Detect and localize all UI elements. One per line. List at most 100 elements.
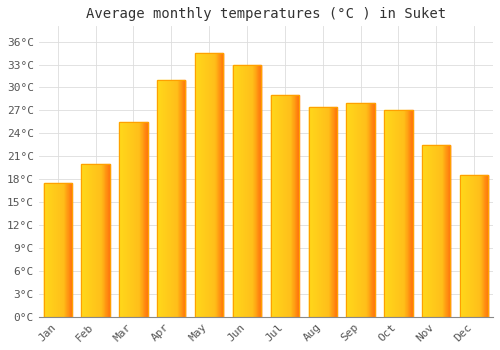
Bar	[84, 164, 85, 317]
Bar	[198, 53, 199, 317]
Bar	[369, 103, 370, 317]
Bar	[359, 103, 360, 317]
Bar	[444, 145, 445, 317]
Bar	[48, 183, 49, 317]
Bar	[207, 53, 208, 317]
Bar	[407, 110, 408, 317]
Bar	[358, 103, 359, 317]
Bar	[404, 110, 405, 317]
Bar	[69, 183, 70, 317]
Bar	[326, 106, 328, 317]
Bar	[321, 106, 322, 317]
Bar	[202, 53, 203, 317]
Bar	[422, 145, 450, 317]
Bar	[242, 64, 243, 317]
Bar	[119, 122, 148, 317]
Bar	[195, 53, 196, 317]
Bar	[244, 64, 246, 317]
Bar	[347, 103, 348, 317]
Bar	[214, 53, 215, 317]
Bar	[324, 106, 325, 317]
Bar	[92, 164, 94, 317]
Bar	[276, 95, 277, 317]
Bar	[477, 175, 478, 317]
Bar	[446, 145, 447, 317]
Bar	[106, 164, 107, 317]
Bar	[209, 53, 210, 317]
Bar	[238, 64, 239, 317]
Bar	[297, 95, 298, 317]
Bar	[121, 122, 122, 317]
Bar	[88, 164, 89, 317]
Bar	[348, 103, 349, 317]
Bar	[129, 122, 130, 317]
Bar	[360, 103, 361, 317]
Bar	[428, 145, 429, 317]
Bar	[95, 164, 96, 317]
Bar	[131, 122, 132, 317]
Bar	[45, 183, 46, 317]
Bar	[482, 175, 483, 317]
Bar	[317, 106, 318, 317]
Bar	[460, 175, 461, 317]
Bar	[424, 145, 425, 317]
Bar	[159, 80, 160, 317]
Bar	[386, 110, 387, 317]
Bar	[94, 164, 95, 317]
Bar	[240, 64, 241, 317]
Bar	[466, 175, 468, 317]
Bar	[176, 80, 177, 317]
Bar	[312, 106, 313, 317]
Bar	[164, 80, 165, 317]
Bar	[139, 122, 140, 317]
Bar	[389, 110, 390, 317]
Bar	[361, 103, 362, 317]
Bar	[223, 53, 224, 317]
Bar	[44, 183, 45, 317]
Bar	[334, 106, 335, 317]
Bar	[472, 175, 473, 317]
Bar	[211, 53, 212, 317]
Bar	[259, 64, 260, 317]
Bar	[243, 64, 244, 317]
Bar	[354, 103, 355, 317]
Bar	[487, 175, 488, 317]
Bar	[98, 164, 99, 317]
Bar	[138, 122, 139, 317]
Bar	[349, 103, 350, 317]
Bar	[158, 80, 159, 317]
Bar	[217, 53, 218, 317]
Bar	[316, 106, 317, 317]
Bar	[201, 53, 202, 317]
Bar	[436, 145, 437, 317]
Bar	[308, 106, 309, 317]
Bar	[273, 95, 274, 317]
Bar	[332, 106, 333, 317]
Bar	[396, 110, 398, 317]
Bar	[365, 103, 366, 317]
Bar	[364, 103, 365, 317]
Bar	[107, 164, 108, 317]
Bar	[199, 53, 200, 317]
Bar	[70, 183, 71, 317]
Bar	[200, 53, 201, 317]
Bar	[426, 145, 427, 317]
Bar	[292, 95, 293, 317]
Bar	[394, 110, 395, 317]
Bar	[162, 80, 163, 317]
Bar	[234, 64, 235, 317]
Bar	[91, 164, 92, 317]
Bar	[485, 175, 486, 317]
Bar	[63, 183, 64, 317]
Bar	[140, 122, 141, 317]
Bar	[384, 110, 385, 317]
Bar	[437, 145, 438, 317]
Bar	[218, 53, 219, 317]
Bar	[440, 145, 441, 317]
Bar	[474, 175, 476, 317]
Bar	[447, 145, 448, 317]
Bar	[161, 80, 162, 317]
Bar	[449, 145, 450, 317]
Bar	[270, 95, 299, 317]
Bar	[120, 122, 121, 317]
